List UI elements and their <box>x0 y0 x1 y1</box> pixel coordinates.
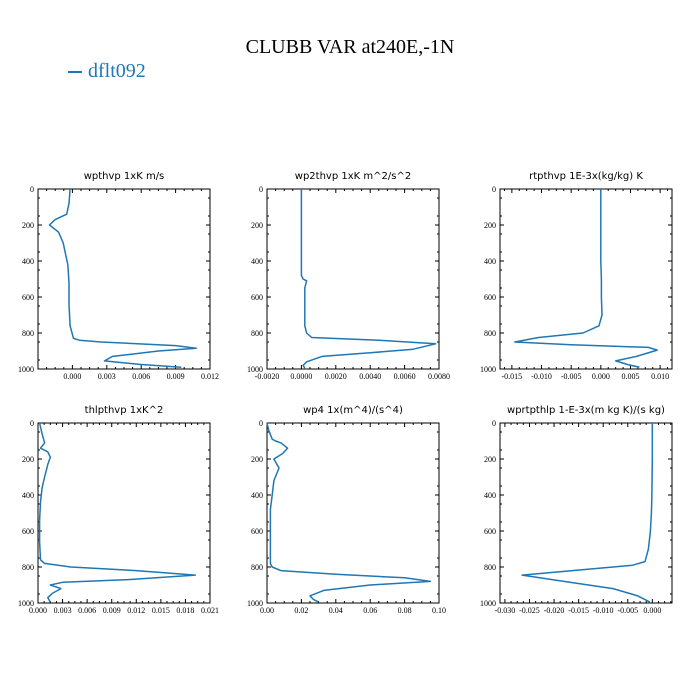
x-tick-label: -0.010 <box>531 372 552 381</box>
x-tick-label: 0.018 <box>176 606 194 615</box>
x-tick-label: -0.030 <box>495 606 516 615</box>
x-tick-label: 0.003 <box>98 372 116 381</box>
y-tick-label: 800 <box>251 329 263 338</box>
x-tick-label: 0.015 <box>152 606 170 615</box>
y-tick-label: 200 <box>484 455 496 464</box>
x-tick-label: 0.005 <box>621 372 639 381</box>
panel-title: wprtpthlp 1-E-3x(m kg K)/(s kg) <box>507 405 665 416</box>
x-tick-label: 0.04 <box>329 606 343 615</box>
x-tick-label: 0.000 <box>643 606 661 615</box>
panel-title: thlpthvp 1xK^2 <box>85 405 164 416</box>
y-tick-label: 1000 <box>480 365 496 374</box>
y-tick-label: 600 <box>22 527 34 536</box>
x-tick-label: 0.10 <box>432 606 446 615</box>
x-tick-label: 0.0000 <box>290 372 312 381</box>
y-tick-label: 1000 <box>247 365 263 374</box>
panel-title: wp2thvp 1xK m^2/s^2 <box>295 171 411 182</box>
plot-frame <box>499 422 673 604</box>
y-tick-label: 0 <box>30 419 34 428</box>
y-tick-label: 200 <box>484 221 496 230</box>
x-tick-label: -0.015 <box>502 372 523 381</box>
x-tick-label: -0.025 <box>519 606 540 615</box>
x-tick-label: 0.02 <box>294 606 308 615</box>
page-title: CLUBB VAR at240E,-1N <box>245 36 455 58</box>
x-tick-label: -0.005 <box>561 372 582 381</box>
y-tick-label: 400 <box>22 257 34 266</box>
y-tick-label: 800 <box>484 563 496 572</box>
panel-title: rtpthvp 1E-3x(kg/kg) K <box>529 171 643 182</box>
series-line <box>514 189 658 368</box>
series-line <box>300 189 437 369</box>
panel-title: wp4 1x(m^4)/(s^4) <box>303 405 403 416</box>
x-tick-label: 0.009 <box>167 372 185 381</box>
panel-3: rtpthvp 1E-3x(kg/kg) K02004006008001000-… <box>480 171 673 381</box>
y-tick-label: 400 <box>251 257 263 266</box>
y-tick-label: 800 <box>484 329 496 338</box>
series-line <box>48 188 197 368</box>
y-tick-label: 600 <box>251 527 263 536</box>
x-tick-label: 0.00 <box>260 606 274 615</box>
plot-frame <box>266 422 440 604</box>
x-tick-label: 0.000 <box>63 372 81 381</box>
y-tick-label: 400 <box>22 491 34 500</box>
y-tick-label: 600 <box>484 293 496 302</box>
y-tick-label: 600 <box>484 527 496 536</box>
x-tick-label: 0.010 <box>651 372 669 381</box>
y-tick-label: 0 <box>30 185 34 194</box>
x-tick-label: -0.020 <box>544 606 565 615</box>
panel-1: wpthvp 1xK m/s 0 200 400 600 800 1000 0.000 0.00… <box>18 171 219 381</box>
legend-line-swatch <box>68 70 82 73</box>
panel-6: wprtpthlp 1-E-3x(m kg K)/(s kg) 0 200 400 60… <box>480 405 673 615</box>
series-line <box>38 422 197 603</box>
x-tick-label: 0.08 <box>398 606 412 615</box>
y-tick-label: 800 <box>22 329 34 338</box>
x-tick-label: 0.0020 <box>325 372 347 381</box>
x-tick-label: 0.0060 <box>394 372 416 381</box>
x-tick-label: 0.012 <box>127 606 145 615</box>
x-tick-label: 0.000 <box>29 606 47 615</box>
series-line <box>266 422 432 603</box>
y-tick-label: 0 <box>492 185 496 194</box>
series-line <box>521 423 654 603</box>
y-tick-label: 1000 <box>480 599 496 608</box>
y-tick-label: 0 <box>259 419 263 428</box>
y-tick-label: 1000 <box>18 599 34 608</box>
y-tick-label: 400 <box>251 491 263 500</box>
legend-label: dflt092 <box>88 60 146 82</box>
y-tick-label: 1000 <box>18 365 34 374</box>
y-tick-label: 800 <box>22 563 34 572</box>
y-tick-label: 0 <box>492 419 496 428</box>
y-tick-label: 600 <box>22 293 34 302</box>
y-tick-label: 200 <box>22 221 34 230</box>
y-tick-label: 200 <box>251 221 263 230</box>
x-tick-label: 0.012 <box>201 372 219 381</box>
x-tick-label: 0.006 <box>132 372 150 381</box>
y-tick-label: 400 <box>484 491 496 500</box>
x-tick-label: 0.06 <box>363 606 377 615</box>
y-tick-label: 200 <box>251 455 263 464</box>
y-tick-label: 600 <box>251 293 263 302</box>
legend: dflt092 <box>68 60 146 83</box>
x-tick-label: -0.015 <box>568 606 589 615</box>
x-tick-label: -0.0020 <box>255 372 280 381</box>
y-tick-label: 400 <box>484 257 496 266</box>
panel-title: wpthvp 1xK m/s <box>84 171 165 182</box>
y-tick-label: 800 <box>251 563 263 572</box>
panel-2: wp2thvp 1xK m^2/s^2 0 200 400 600 800 1000-0.0… <box>247 171 450 381</box>
x-tick-label: -0.005 <box>617 606 638 615</box>
y-tick-label: 1000 <box>247 599 263 608</box>
x-tick-label: 0.0040 <box>359 372 381 381</box>
y-tick-label: 200 <box>22 455 34 464</box>
x-tick-label: 0.000 <box>592 372 610 381</box>
x-tick-label: 0.003 <box>54 606 72 615</box>
x-tick-label: 0.009 <box>103 606 121 615</box>
x-tick-label: -0.010 <box>593 606 614 615</box>
x-tick-label: 0.0080 <box>428 372 450 381</box>
x-tick-label: 0.021 <box>201 606 219 615</box>
y-tick-label: 0 <box>259 185 263 194</box>
x-tick-label: 0.006 <box>78 606 96 615</box>
